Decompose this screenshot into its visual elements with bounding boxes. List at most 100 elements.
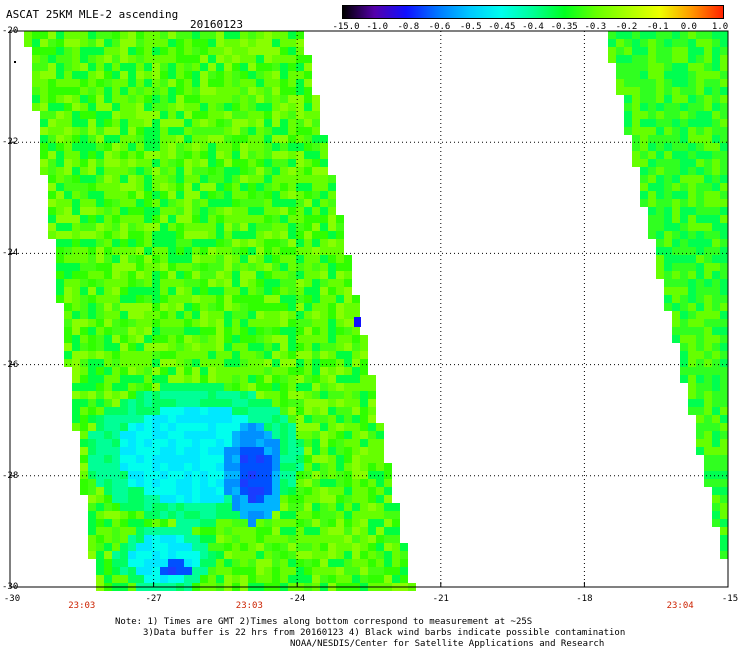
swath-cell — [288, 391, 296, 399]
swath-cell — [264, 31, 272, 39]
swath-cell — [328, 359, 336, 367]
swath-cell — [184, 423, 192, 431]
swath-cell — [272, 351, 280, 359]
swath-cell — [720, 79, 728, 87]
swath-cell — [72, 391, 80, 399]
swath-cell — [184, 367, 192, 375]
swath-cell — [304, 375, 312, 383]
swath-cell — [352, 535, 360, 543]
swath-cell — [160, 463, 168, 471]
swath-cell — [712, 303, 720, 311]
swath-cell — [136, 231, 144, 239]
swath-cell — [96, 303, 104, 311]
swath-cell — [232, 79, 240, 87]
swath-cell — [256, 151, 264, 159]
swath-cell — [720, 351, 728, 359]
swath-cell — [208, 135, 216, 143]
swath-cell — [200, 151, 208, 159]
swath-cell — [296, 287, 304, 295]
swath-cell — [720, 375, 728, 383]
swath-cell — [248, 279, 256, 287]
swath-cell — [208, 479, 216, 487]
swath-cell — [112, 527, 120, 535]
swath-cell — [96, 519, 104, 527]
swath-cell — [296, 375, 304, 383]
swath-cell — [344, 559, 352, 567]
swath-cell — [688, 167, 696, 175]
swath-cell — [656, 47, 664, 55]
swath-cell — [280, 55, 288, 63]
swath-cell — [288, 519, 296, 527]
swath-cell — [328, 327, 336, 335]
swath-cell — [640, 199, 648, 207]
swath-cell — [32, 79, 40, 87]
swath-cell — [80, 79, 88, 87]
swath-cell — [288, 255, 296, 263]
swath-cell — [128, 479, 136, 487]
swath-cell — [264, 471, 272, 479]
swath-cell — [648, 95, 656, 103]
swath-cell — [184, 167, 192, 175]
swath-cell — [240, 543, 248, 551]
swath-cell — [152, 295, 160, 303]
swath-cell — [104, 295, 112, 303]
swath-cell — [192, 415, 200, 423]
swath-cell — [288, 479, 296, 487]
swath-cell — [328, 375, 336, 383]
swath-cell — [240, 527, 248, 535]
swath-cell — [144, 255, 152, 263]
swath-cell — [256, 199, 264, 207]
swath-cell — [216, 111, 224, 119]
swath-cell — [280, 47, 288, 55]
colorbar-label: -0.8 — [397, 22, 420, 32]
swath-cell — [680, 367, 688, 375]
swath-cell — [192, 199, 200, 207]
lat-label: -24 — [2, 248, 19, 259]
swath-cell — [656, 39, 664, 47]
swath-cell — [248, 503, 256, 511]
swath-cell — [296, 479, 304, 487]
swath-cell — [320, 407, 328, 415]
swath-cell — [120, 463, 128, 471]
swath-cell — [96, 103, 104, 111]
swath-cell — [112, 479, 120, 487]
swath-cell — [392, 543, 400, 551]
swath-cell — [128, 175, 136, 183]
swath-cell — [304, 271, 312, 279]
swath-cell — [240, 87, 248, 95]
swath-cell — [280, 247, 288, 255]
swath-cell — [32, 103, 40, 111]
swath-cell — [176, 223, 184, 231]
swath-cell — [720, 447, 728, 455]
swath-cell — [696, 343, 704, 351]
swath-cell — [128, 151, 136, 159]
swath-cell — [200, 207, 208, 215]
swath-cell — [184, 567, 192, 575]
swath-cell — [360, 351, 368, 359]
swath-cell — [144, 31, 152, 39]
swath-cell — [72, 351, 80, 359]
swath-cell — [200, 79, 208, 87]
swath-cell — [224, 71, 232, 79]
swath-cell — [144, 495, 152, 503]
swath-cell — [88, 111, 96, 119]
swath-cell — [120, 487, 128, 495]
swath-cell — [144, 167, 152, 175]
swath-cell — [312, 551, 320, 559]
swath-cell — [184, 295, 192, 303]
swath-cell — [176, 423, 184, 431]
swath-cell — [80, 87, 88, 95]
swath-cell — [128, 471, 136, 479]
swath-cell — [32, 95, 40, 103]
swath-cell — [256, 31, 264, 39]
swath-cell — [120, 551, 128, 559]
swath-cell — [272, 79, 280, 87]
swath-cell — [232, 367, 240, 375]
swath-cell — [144, 95, 152, 103]
swath-cell — [184, 463, 192, 471]
swath-cell — [160, 55, 168, 63]
swath-cell — [224, 183, 232, 191]
swath-cell — [200, 55, 208, 63]
swath-cell — [344, 383, 352, 391]
swath-cell — [288, 415, 296, 423]
